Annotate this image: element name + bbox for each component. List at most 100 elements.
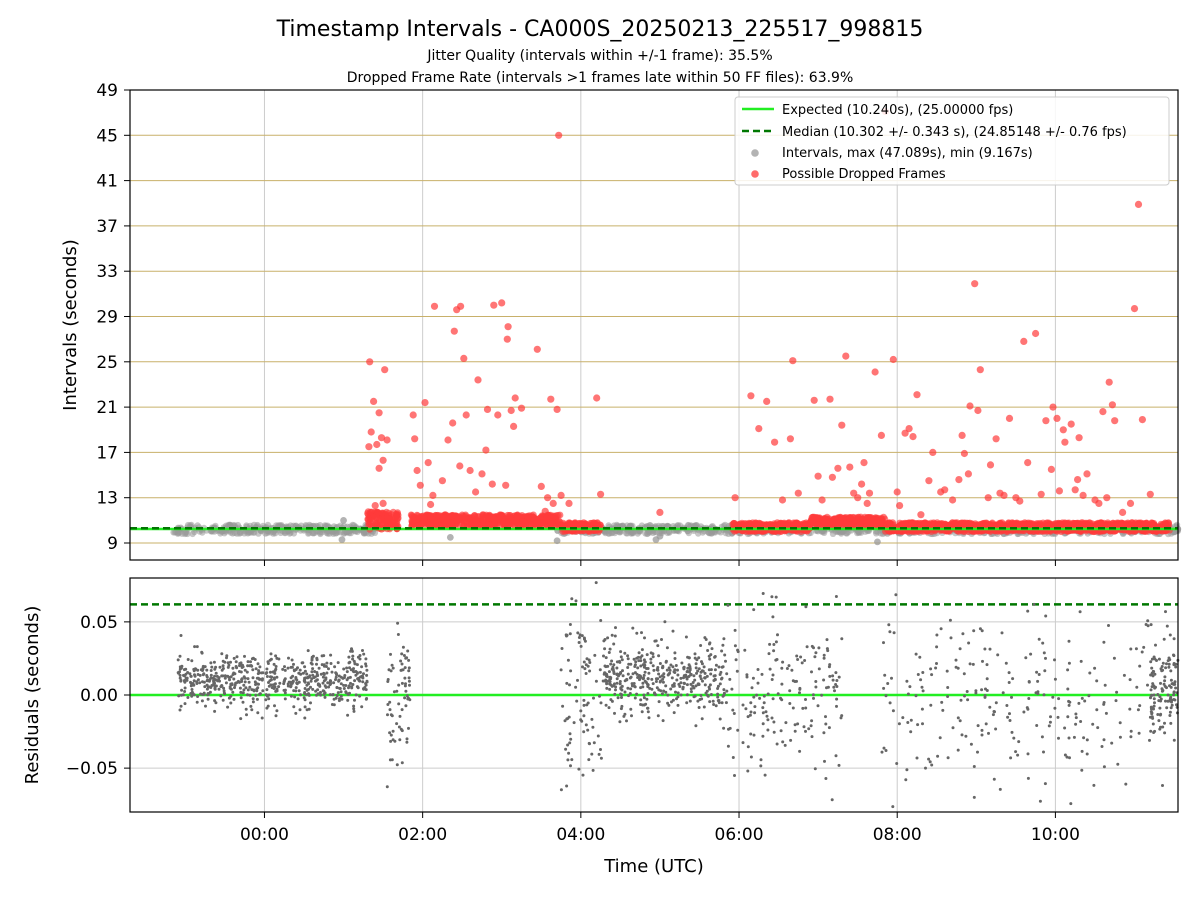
- residual-point: [193, 645, 197, 649]
- residual-point: [234, 660, 238, 664]
- residual-point: [246, 677, 250, 681]
- residual-point: [235, 655, 239, 659]
- interval-point: [187, 522, 194, 529]
- residual-point: [692, 674, 696, 678]
- residual-point: [260, 716, 264, 720]
- dropped-point: [854, 494, 862, 502]
- residual-point: [274, 665, 278, 668]
- dropped-point: [374, 509, 382, 516]
- dropped-point: [971, 280, 979, 288]
- residual-point: [344, 684, 348, 687]
- residual-point: [345, 670, 349, 674]
- legend-intervals-label: Intervals, max (47.089s), min (9.167s): [782, 146, 1033, 161]
- dropped-point: [1138, 416, 1146, 424]
- residual-point: [582, 703, 586, 707]
- residual-point: [720, 649, 724, 653]
- residual-point: [635, 631, 639, 635]
- residual-point: [578, 633, 582, 637]
- residual-point: [706, 694, 710, 698]
- residual-point: [581, 773, 585, 777]
- residual-point: [352, 659, 356, 663]
- dropped-point: [1005, 414, 1014, 422]
- residual-point: [699, 694, 703, 697]
- dropped-point: [527, 521, 535, 529]
- residual-point: [365, 673, 369, 677]
- residual-point: [407, 666, 411, 670]
- residual-point: [199, 668, 203, 672]
- residual-point: [248, 685, 252, 689]
- residual-point: [362, 652, 366, 656]
- interval-point: [227, 529, 234, 536]
- residual-point: [604, 656, 608, 660]
- residual-point: [361, 649, 364, 652]
- dropped-point: [1032, 329, 1040, 338]
- residual-point: [296, 697, 300, 701]
- intervals-ytick-label: 37: [96, 217, 118, 237]
- residual-point: [225, 654, 229, 658]
- residual-point: [292, 668, 296, 672]
- residual-point: [251, 700, 255, 704]
- dropped-point: [553, 512, 560, 519]
- residual-point: [621, 674, 625, 678]
- dropped-point: [809, 513, 817, 521]
- dropped-point: [424, 459, 432, 467]
- residual-point: [596, 734, 600, 738]
- residual-point: [660, 638, 663, 641]
- residual-point: [582, 660, 586, 664]
- residual-point: [253, 680, 257, 684]
- residual-point: [585, 657, 589, 661]
- residual-point: [283, 665, 286, 669]
- dropped-point: [917, 511, 925, 519]
- residual-point: [205, 679, 209, 683]
- residual-point: [398, 738, 402, 742]
- dropped-point: [1141, 521, 1149, 528]
- dropped-point: [905, 425, 913, 433]
- residual-point: [256, 662, 260, 666]
- dropped-point: [511, 394, 519, 402]
- residual-point: [724, 659, 727, 663]
- interval-point: [309, 529, 316, 536]
- residual-point: [239, 670, 243, 674]
- dropped-point: [1055, 487, 1063, 495]
- residual-point: [340, 697, 344, 701]
- residual-point: [267, 684, 271, 688]
- dropped-point: [893, 488, 901, 496]
- residual-point: [303, 705, 307, 709]
- residual-point: [569, 737, 573, 741]
- residual-point: [212, 677, 216, 681]
- residual-point: [584, 672, 588, 675]
- residual-point: [699, 644, 703, 647]
- residual-point: [689, 687, 693, 691]
- residual-point: [239, 663, 243, 667]
- dropped-point: [1126, 499, 1135, 507]
- dropped-point: [366, 358, 374, 366]
- residual-point: [566, 658, 570, 662]
- residual-point: [328, 683, 332, 687]
- residual-point: [307, 682, 310, 686]
- dropped-point: [450, 327, 458, 335]
- dropped-point: [370, 397, 378, 405]
- dropped-point: [1078, 520, 1086, 528]
- residual-point: [615, 681, 619, 685]
- dropped-point: [1074, 476, 1082, 484]
- dropped-point: [544, 494, 552, 502]
- dropped-point: [555, 131, 563, 139]
- residual-point: [407, 658, 411, 662]
- dropped-point: [1105, 378, 1113, 386]
- residual-point: [679, 676, 683, 680]
- dropped-point: [482, 446, 490, 454]
- residual-point: [178, 708, 182, 712]
- residual-point: [274, 714, 278, 718]
- residual-point: [212, 660, 216, 664]
- dropped-point: [565, 499, 573, 507]
- interval-point: [254, 521, 261, 529]
- residual-point: [226, 705, 230, 709]
- residual-point: [189, 674, 193, 678]
- residual-point: [362, 672, 365, 676]
- dropped-point: [375, 409, 383, 417]
- residual-point: [243, 654, 246, 658]
- residual-point: [577, 636, 581, 639]
- residual-point: [255, 689, 259, 693]
- residual-point: [588, 661, 592, 664]
